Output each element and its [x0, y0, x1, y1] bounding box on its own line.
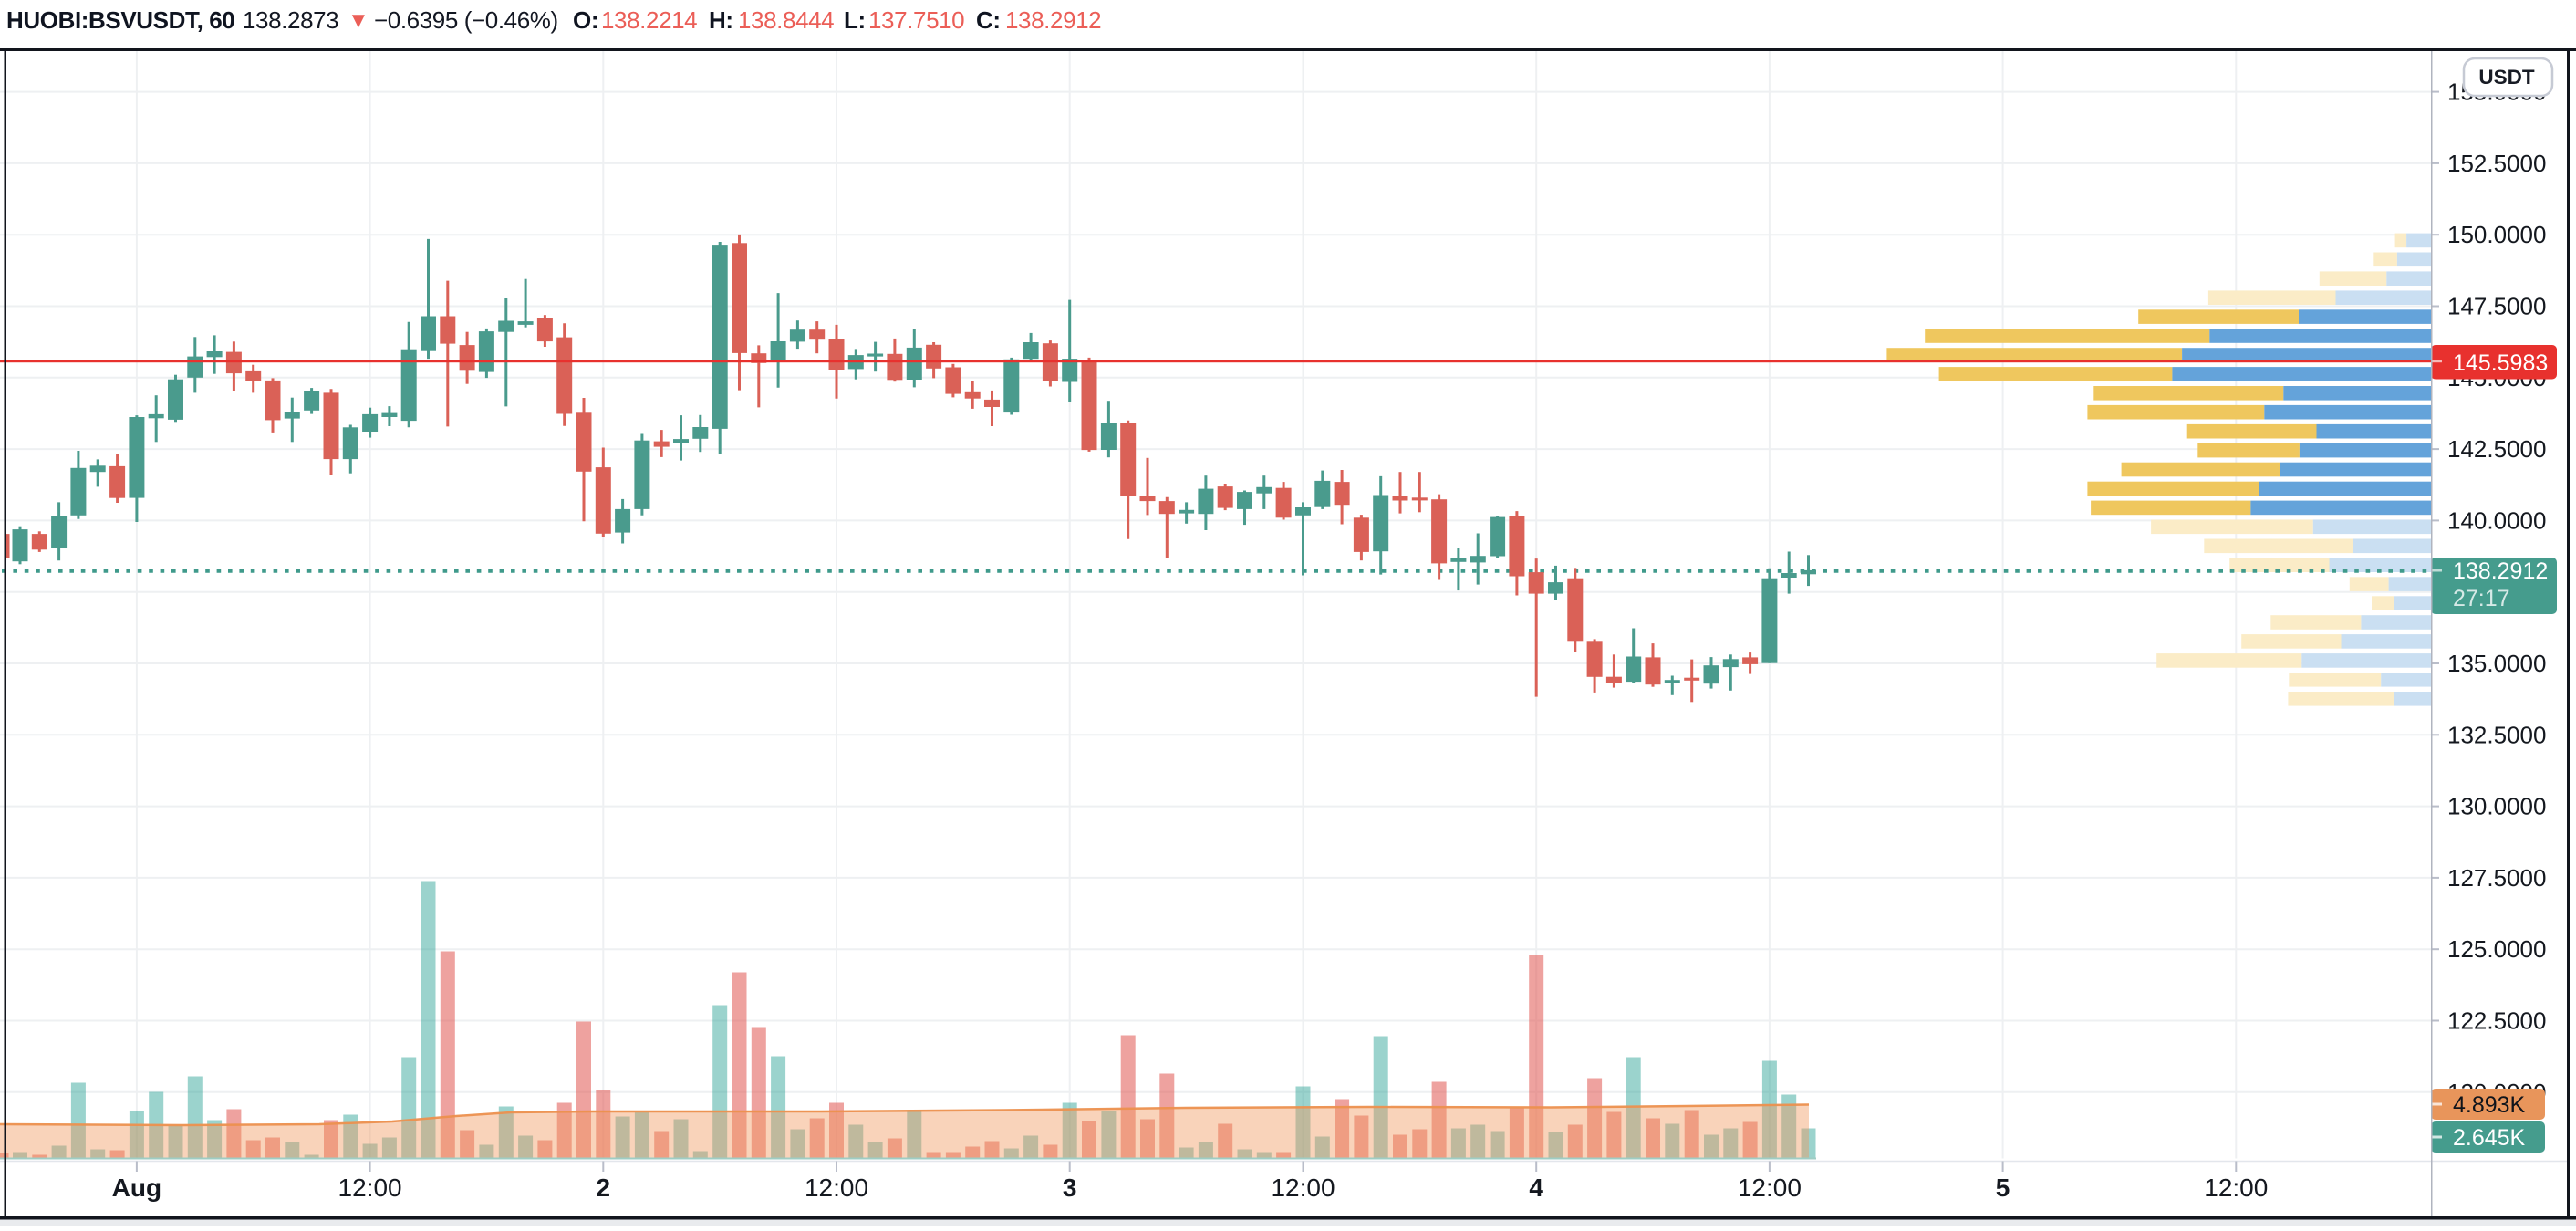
- svg-text:USDT: USDT: [2478, 66, 2535, 89]
- svg-text:150.0000: 150.0000: [2447, 221, 2546, 248]
- svg-text:138.2214: 138.2214: [601, 6, 697, 34]
- svg-text:▼: ▼: [348, 8, 369, 33]
- svg-text:135.0000: 135.0000: [2447, 650, 2546, 677]
- svg-text:C:: C:: [976, 6, 1001, 34]
- svg-text:127.5000: 127.5000: [2447, 864, 2546, 892]
- svg-text:147.5000: 147.5000: [2447, 293, 2546, 320]
- svg-text:125.0000: 125.0000: [2447, 935, 2546, 963]
- svg-text:2: 2: [597, 1174, 611, 1202]
- svg-text:130.0000: 130.0000: [2447, 793, 2546, 820]
- svg-text:137.7510: 137.7510: [868, 6, 964, 34]
- svg-text:12:00: 12:00: [1271, 1174, 1335, 1202]
- svg-text:140.0000: 140.0000: [2447, 506, 2546, 534]
- svg-text:−0.6395 (−0.46%): −0.6395 (−0.46%): [374, 6, 558, 34]
- svg-text:138.2873: 138.2873: [243, 6, 338, 34]
- svg-text:O:: O:: [573, 6, 598, 34]
- svg-text:12:00: 12:00: [805, 1174, 868, 1202]
- svg-text:3: 3: [1063, 1174, 1077, 1202]
- svg-text:27:17: 27:17: [2453, 586, 2510, 611]
- svg-text:12:00: 12:00: [338, 1174, 402, 1202]
- svg-text:138.2912: 138.2912: [1005, 6, 1101, 34]
- svg-text:2.645K: 2.645K: [2453, 1125, 2526, 1151]
- svg-text:122.5000: 122.5000: [2447, 1007, 2546, 1035]
- svg-text:142.5000: 142.5000: [2447, 435, 2546, 463]
- svg-text:152.5000: 152.5000: [2447, 150, 2546, 177]
- svg-text:L:: L:: [844, 6, 866, 34]
- svg-text:HUOBI:BSVUSDT, 60: HUOBI:BSVUSDT, 60: [6, 6, 234, 34]
- svg-text:12:00: 12:00: [1738, 1174, 1802, 1202]
- svg-text:Aug: Aug: [112, 1174, 161, 1202]
- svg-text:5: 5: [1996, 1174, 2010, 1202]
- svg-text:138.8444: 138.8444: [738, 6, 834, 34]
- svg-text:4.893K: 4.893K: [2453, 1092, 2526, 1118]
- svg-text:132.5000: 132.5000: [2447, 721, 2546, 748]
- svg-text:138.2912: 138.2912: [2453, 558, 2548, 584]
- svg-text:145.5983: 145.5983: [2453, 350, 2548, 376]
- svg-text:H:: H:: [709, 6, 733, 34]
- svg-text:12:00: 12:00: [2204, 1174, 2268, 1202]
- svg-text:4: 4: [1529, 1174, 1543, 1202]
